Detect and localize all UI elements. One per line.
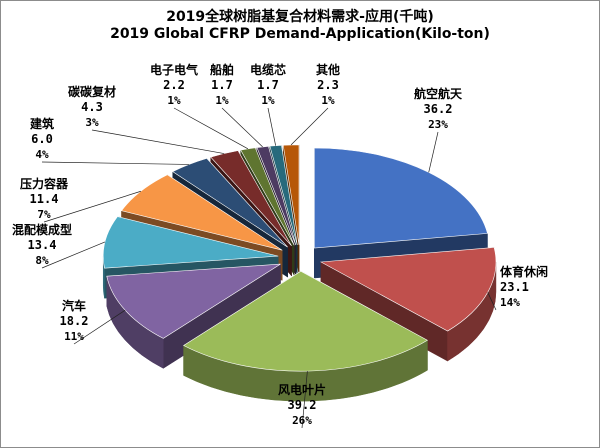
leader-line-5 — [43, 190, 141, 223]
slice-label-value-1: 23.1 — [500, 280, 529, 294]
slice-label-pct-2: 26% — [292, 414, 312, 427]
slice-label-pct-8: 1% — [167, 94, 181, 107]
slice-label-value-3: 18.2 — [60, 314, 89, 328]
pie-tops — [102, 144, 497, 372]
slice-1 — [319, 247, 497, 332]
leader-line-11 — [290, 107, 329, 146]
slice-label-pct-6: 4% — [35, 148, 49, 161]
slice-label-name-9: 船舶 — [210, 62, 234, 77]
slice-label-name-7: 碳碳复材 — [68, 84, 116, 99]
slice-label-value-11: 2.3 — [317, 78, 339, 92]
slice-label-name-2: 风电叶片 — [278, 382, 326, 397]
slice-label-value-5: 11.4 — [30, 192, 59, 206]
leader-line-4 — [41, 241, 106, 269]
slice-label-pct-3: 11% — [64, 330, 84, 343]
slice-label-value-0: 36.2 — [424, 102, 453, 116]
leader-line-6 — [41, 161, 190, 165]
chart-subtitle: 2019 Global CFRP Demand-Application(Kilo… — [110, 26, 490, 42]
leader-line-8 — [173, 107, 249, 150]
slice-label-pct-0: 23% — [428, 118, 448, 131]
leader-line-3 — [73, 309, 126, 345]
slice-label-value-6: 6.0 — [31, 132, 53, 146]
slice-label-pct-1: 14% — [500, 296, 520, 309]
slice-2 — [183, 270, 428, 372]
slice-4 — [102, 216, 279, 269]
leader-line-0 — [428, 131, 439, 173]
slice-label-name-1: 体育休闲 — [500, 264, 548, 279]
slice-label-pct-11: 1% — [321, 94, 335, 107]
slice-label-value-10: 1.7 — [257, 78, 279, 92]
slice-label-pct-4: 8% — [35, 254, 49, 267]
slice-label-value-7: 4.3 — [81, 100, 103, 114]
slice-label-name-8: 电子电气 — [150, 62, 198, 77]
slice-label-name-4: 混配模成型 — [12, 222, 72, 237]
leader-line-2 — [301, 371, 308, 429]
slice-label-pct-9: 1% — [215, 94, 229, 107]
slice-label-name-0: 航空航天 — [414, 86, 463, 101]
slice-label-pct-10: 1% — [261, 94, 275, 107]
slice-label-name-3: 汽车 — [62, 298, 86, 313]
slice-label-name-10: 电缆芯 — [250, 62, 286, 77]
leader-line-9 — [221, 107, 263, 148]
slice-8 — [240, 147, 295, 246]
slice-6 — [172, 158, 288, 248]
leader-line-7 — [91, 129, 225, 154]
slice-label-name-5: 压力容器 — [20, 176, 69, 191]
leader-line-1 — [487, 292, 497, 311]
slice-label-pct-5: 7% — [37, 208, 51, 221]
slice-0 — [314, 147, 488, 249]
leader-line-10 — [267, 107, 276, 146]
slice-label-name-11: 其他 — [316, 62, 340, 77]
slice-label-name-6: 建筑 — [29, 116, 54, 131]
slice-label-pct-7: 3% — [85, 116, 99, 129]
slice-label-value-2: 39.2 — [288, 398, 317, 412]
slice-7 — [210, 150, 292, 247]
slice-11 — [282, 144, 300, 245]
slice-label-value-8: 2.2 — [163, 78, 185, 92]
slice-label-value-4: 13.4 — [28, 238, 57, 252]
slice-label-value-9: 1.7 — [211, 78, 233, 92]
chart-title: 2019全球树脂基复合材料需求-应用(千吨) — [166, 9, 434, 25]
